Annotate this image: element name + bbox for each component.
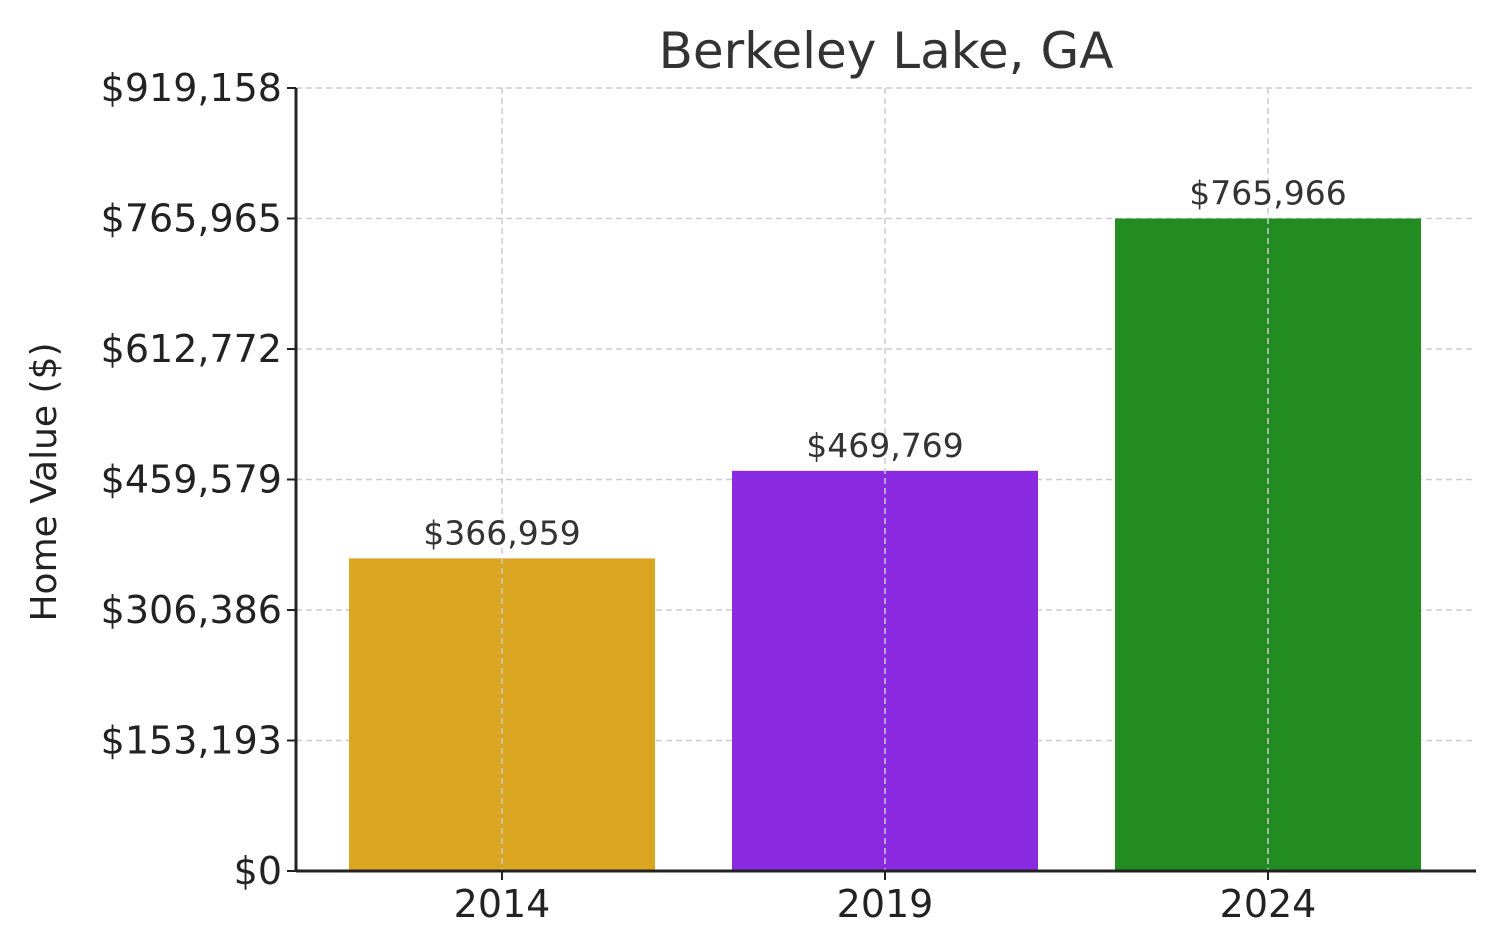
bar-2014 bbox=[349, 558, 655, 871]
y-tick-label: $153,193 bbox=[101, 719, 282, 763]
x-tick-label: 2024 bbox=[1220, 882, 1317, 926]
y-tick-label: $0 bbox=[234, 849, 282, 893]
y-axis-label: Home Value ($) bbox=[24, 342, 65, 621]
labels-layer: $0 $153,193 $306,386 $459,579 $612,772 $765,9… bbox=[101, 66, 1347, 926]
bar-value-label: $765,966 bbox=[1189, 173, 1346, 212]
y-tick-label: $306,386 bbox=[101, 588, 282, 632]
y-tick-label: $765,965 bbox=[101, 197, 282, 241]
y-tick-label: $919,158 bbox=[101, 66, 282, 110]
x-grid-layer bbox=[501, 88, 1269, 871]
bar-value-label: $469,769 bbox=[806, 426, 963, 465]
x-tick-label: 2019 bbox=[837, 882, 934, 926]
bar-value-label: $366,959 bbox=[423, 513, 580, 552]
chart-title: Berkeley Lake, GA bbox=[659, 22, 1114, 80]
x-tick-label: 2014 bbox=[454, 882, 551, 926]
y-tick-label: $612,772 bbox=[101, 327, 282, 371]
y-tick-label: $459,579 bbox=[101, 458, 282, 502]
